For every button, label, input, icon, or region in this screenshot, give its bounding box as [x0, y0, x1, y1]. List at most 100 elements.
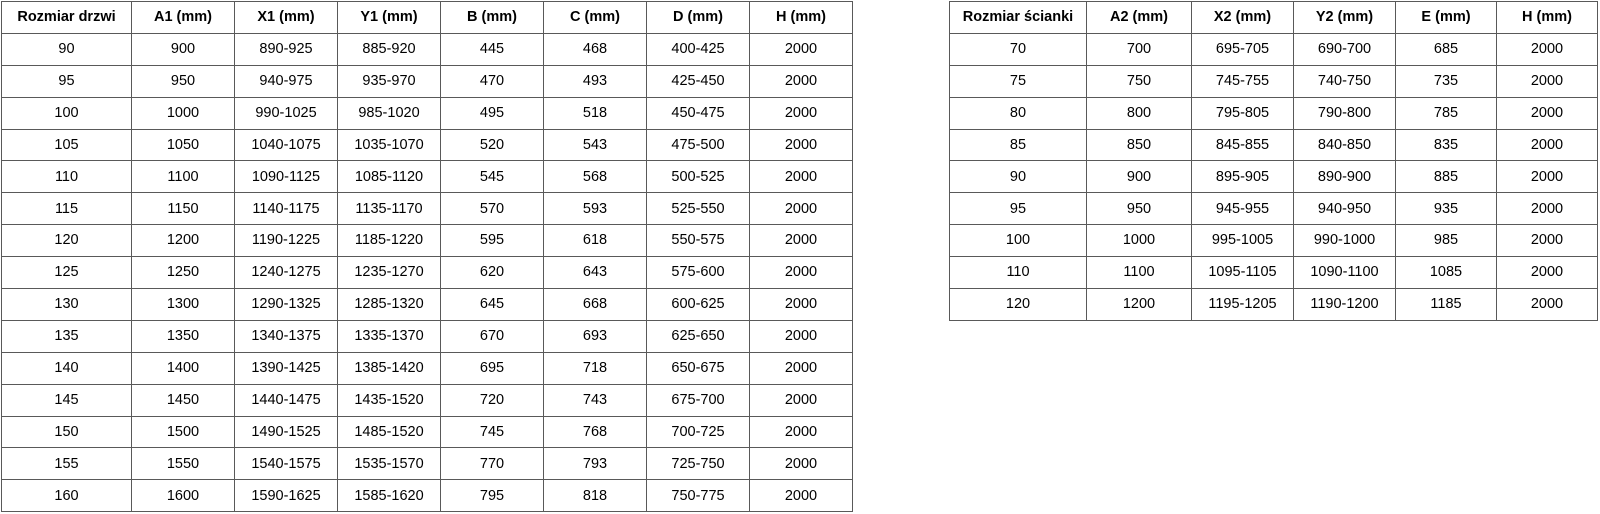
table-cell: 1235-1270	[337, 256, 441, 290]
table-cell: 150	[1, 415, 132, 449]
table-cell: 950	[131, 64, 235, 98]
column-header: X2 (mm)	[1191, 1, 1294, 34]
header-row: Rozmiar ścianki A2 (mm) X2 (mm) Y2 (mm) E (m…	[949, 1, 1598, 34]
table-cell: 543	[543, 128, 647, 162]
table-cell: 690-700	[1293, 32, 1396, 66]
table-cell: 750-775	[646, 479, 750, 513]
table-cell: 1150	[131, 192, 235, 226]
table-cell: 1085	[1395, 256, 1497, 290]
table-cell: 493	[543, 64, 647, 98]
table-cell: 2000	[749, 351, 853, 385]
table-cell: 100	[949, 224, 1087, 258]
table-cell: 518	[543, 96, 647, 130]
table-cell: 850	[1086, 128, 1192, 162]
table-cell: 2000	[1496, 192, 1598, 226]
table-cell: 120	[949, 288, 1087, 321]
table-cell: 1250	[131, 256, 235, 290]
table-cell: 1440-1475	[234, 383, 338, 417]
table-cell: 75	[949, 64, 1087, 98]
table-cell: 693	[543, 319, 647, 353]
table-cell: 990-1000	[1293, 224, 1396, 258]
table-cell: 2000	[1496, 64, 1598, 98]
table-row: 110 1100 1095-1105 1090-1100 1085 2000	[949, 256, 1598, 290]
table-cell: 2000	[749, 192, 853, 226]
table-cell: 1090-1100	[1293, 256, 1396, 290]
table-row: 95 950 945-955 940-950 935 2000	[949, 192, 1598, 226]
table-cell: 793	[543, 447, 647, 481]
table-cell: 1490-1525	[234, 415, 338, 449]
table-cell: 2000	[749, 256, 853, 290]
column-header: Rozmiar ścianki	[949, 1, 1087, 34]
table-cell: 115	[1, 192, 132, 226]
table-cell: 935-970	[337, 64, 441, 98]
table-cell: 2000	[749, 415, 853, 449]
table-cell: 2000	[749, 224, 853, 258]
table-cell: 1240-1275	[234, 256, 338, 290]
table-cell: 1095-1105	[1191, 256, 1294, 290]
table-cell: 1340-1375	[234, 319, 338, 353]
table-cell: 600-625	[646, 288, 750, 321]
table-cell: 700-725	[646, 415, 750, 449]
table-cell: 900	[1086, 160, 1192, 194]
table-row: 105 1050 1040-1075 1035-1070 520 543 475-500 20…	[1, 128, 853, 162]
table-cell: 1300	[131, 288, 235, 321]
table-cell: 700	[1086, 32, 1192, 66]
table-cell: 645	[440, 288, 544, 321]
table-cell: 1485-1520	[337, 415, 441, 449]
table-cell: 80	[949, 96, 1087, 130]
table-row: 140 1400 1390-1425 1385-1420 695 718 650-675 20…	[1, 351, 853, 385]
column-header: A2 (mm)	[1086, 1, 1192, 34]
table-cell: 475-500	[646, 128, 750, 162]
table-cell: 890-925	[234, 32, 338, 66]
table-cell: 400-425	[646, 32, 750, 66]
table-cell: 1535-1570	[337, 447, 441, 481]
table-cell: 2000	[1496, 224, 1598, 258]
table-cell: 593	[543, 192, 647, 226]
table-cell: 725-750	[646, 447, 750, 481]
column-header: Rozmiar drzwi	[1, 1, 132, 34]
table-cell: 105	[1, 128, 132, 162]
table-cell: 750	[1086, 64, 1192, 98]
table-cell: 110	[1, 160, 132, 194]
table-cell: 125	[1, 256, 132, 290]
column-header: X1 (mm)	[234, 1, 338, 34]
table-row: 80 800 795-805 790-800 785 2000	[949, 96, 1598, 130]
table-cell: 1190-1200	[1293, 288, 1396, 321]
column-header: A1 (mm)	[131, 1, 235, 34]
table-cell: 818	[543, 479, 647, 513]
table-cell: 718	[543, 351, 647, 385]
table-cell: 895-905	[1191, 160, 1294, 194]
table-row: 90 900 890-925 885-920 445 468 400-425 2000	[1, 32, 853, 66]
column-header: D (mm)	[646, 1, 750, 34]
table-cell: 1185-1220	[337, 224, 441, 258]
column-header: C (mm)	[543, 1, 647, 34]
table-cell: 670	[440, 319, 544, 353]
table-cell: 995-1005	[1191, 224, 1294, 258]
table-cell: 1200	[1086, 288, 1192, 321]
table-cell: 745-755	[1191, 64, 1294, 98]
table-cell: 545	[440, 160, 544, 194]
table-row: 160 1600 1590-1625 1585-1620 795 818 750-775 20…	[1, 479, 853, 513]
table-cell: 1135-1170	[337, 192, 441, 226]
table-cell: 795	[440, 479, 544, 513]
table-cell: 155	[1, 447, 132, 481]
table-cell: 1550	[131, 447, 235, 481]
table-cell: 695-705	[1191, 32, 1294, 66]
table-cell: 90	[949, 160, 1087, 194]
table-cell: 900	[131, 32, 235, 66]
table-cell: 520	[440, 128, 544, 162]
table-cell: 2000	[749, 160, 853, 194]
table-cell: 1400	[131, 351, 235, 385]
table-cell: 695	[440, 351, 544, 385]
table-cell: 745	[440, 415, 544, 449]
table-cell: 795-805	[1191, 96, 1294, 130]
column-header: B (mm)	[440, 1, 544, 34]
table-cell: 595	[440, 224, 544, 258]
table-cell: 1600	[131, 479, 235, 513]
table-cell: 1085-1120	[337, 160, 441, 194]
table-cell: 130	[1, 288, 132, 321]
table-row: 100 1000 995-1005 990-1000 985 2000	[949, 224, 1598, 258]
table-cell: 1390-1425	[234, 351, 338, 385]
table-cell: 940-950	[1293, 192, 1396, 226]
table-cell: 945-955	[1191, 192, 1294, 226]
